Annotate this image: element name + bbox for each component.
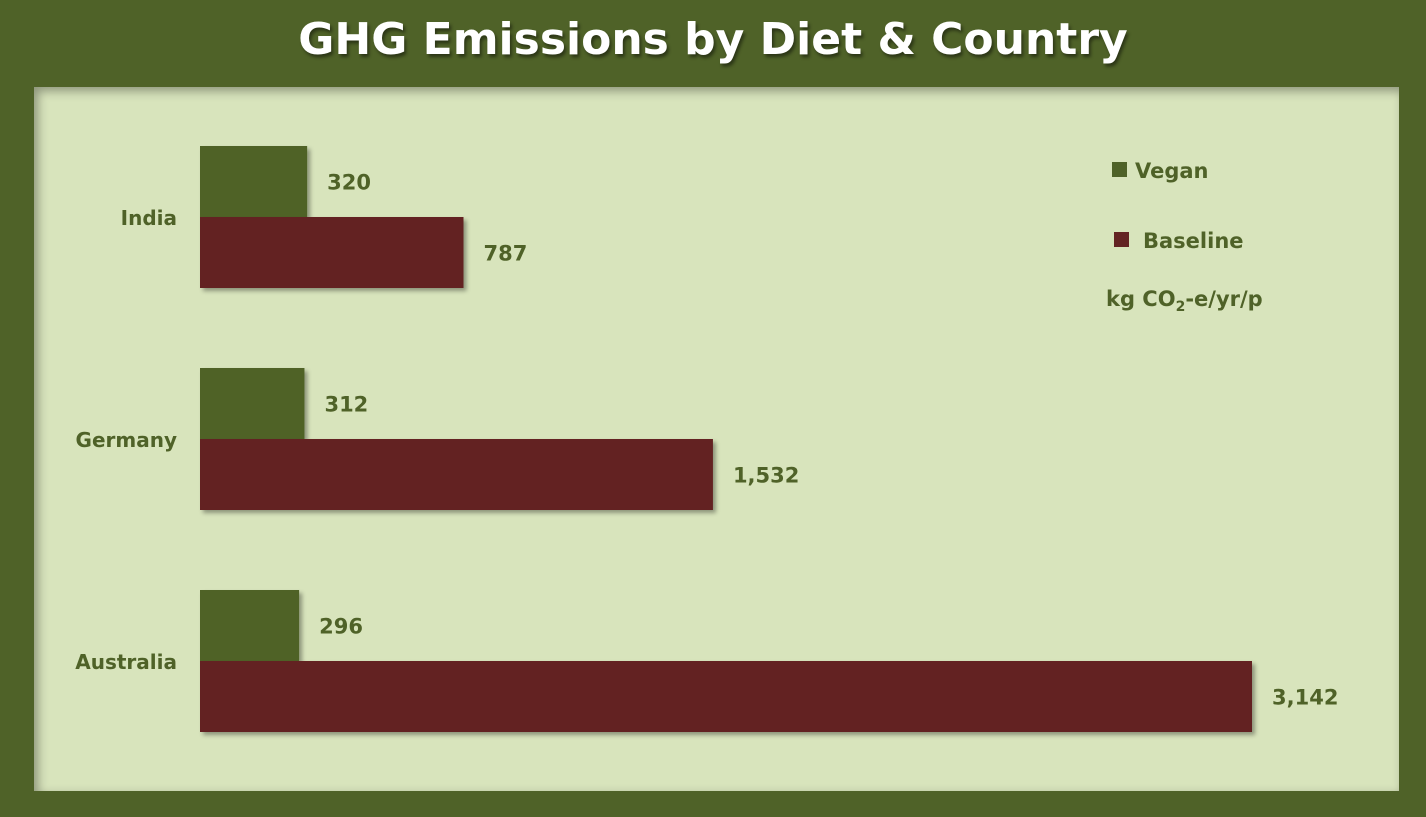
- category-label-india: India: [121, 206, 177, 230]
- legend-label-vegan: Vegan: [1135, 159, 1209, 183]
- category-label-australia: Australia: [75, 650, 177, 674]
- data-label-baseline-germany: 1,532: [733, 464, 799, 488]
- bar-vegan-germany: [200, 368, 305, 439]
- data-label-vegan-india: 320: [327, 171, 371, 195]
- bar-baseline-india: [200, 217, 464, 288]
- data-label-baseline-india: 787: [484, 242, 528, 266]
- legend: Vegan Baseline kg CO2-e/yr/p: [1106, 159, 1263, 315]
- bar-vegan-australia: [200, 590, 300, 661]
- data-label-baseline-australia: 3,142: [1272, 686, 1338, 710]
- data-label-vegan-australia: 296: [319, 615, 363, 639]
- category-label-germany: Germany: [76, 428, 177, 452]
- bar-vegan-india: [200, 146, 308, 217]
- chart-title: GHG Emissions by Diet & Country: [298, 14, 1128, 65]
- bars-group: India 320 787 Germany 312 1,532 Australia 296 3,…: [75, 146, 1338, 732]
- bar-baseline-australia: [200, 661, 1252, 732]
- legend-marker-vegan: [1112, 162, 1127, 177]
- legend-label-baseline: Baseline: [1143, 229, 1244, 253]
- bar-baseline-germany: [200, 439, 713, 510]
- data-label-vegan-germany: 312: [324, 393, 368, 417]
- legend-marker-baseline: [1114, 232, 1129, 247]
- unit-label: kg CO2-e/yr/p: [1106, 287, 1263, 315]
